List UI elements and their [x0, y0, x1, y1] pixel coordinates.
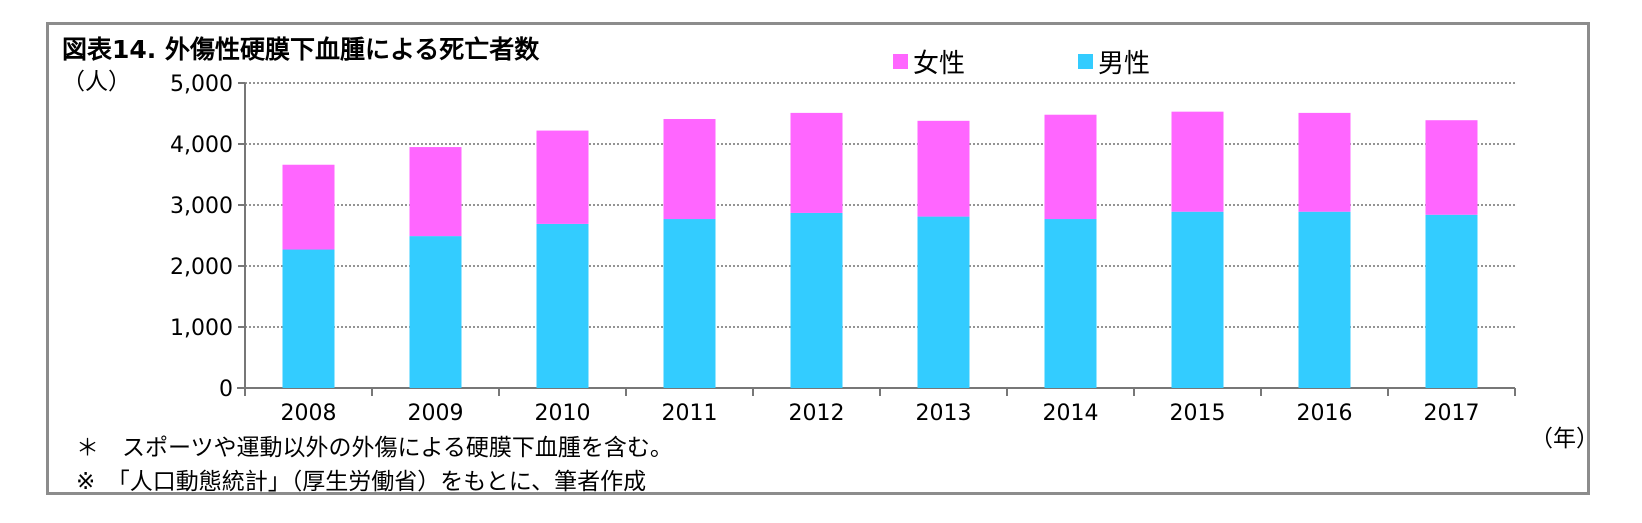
chart-title: 図表14. 外傷性硬膜下血腫による死亡者数: [62, 35, 540, 64]
x-tick-label: 2008: [281, 401, 337, 426]
x-tick-label: 2009: [408, 401, 464, 426]
bar-male-2017: [1425, 214, 1478, 388]
bar-female-2014: [1044, 114, 1097, 220]
bar-male-2010: [536, 223, 589, 388]
footnote-1: ＊ スポーツや運動以外の外傷による硬膜下血腫を含む。: [76, 435, 673, 461]
y-tick-label: 5,000: [170, 72, 233, 97]
bar-female-2015: [1171, 111, 1224, 212]
x-tick-label: 2011: [662, 401, 718, 426]
y-axis-unit: （人）: [62, 69, 131, 95]
bar-male-2015: [1171, 211, 1224, 388]
bar-female-2008: [282, 164, 335, 250]
bar-female-2012: [790, 112, 843, 213]
x-tick-label: 2012: [789, 401, 845, 426]
y-tick-label: 1,000: [170, 316, 233, 341]
bar-male-2012: [790, 212, 843, 388]
bar-male-2014: [1044, 219, 1097, 388]
legend-swatch-female: [893, 54, 908, 69]
legend-label-female: 女性: [913, 49, 966, 79]
bar-female-2016: [1298, 112, 1351, 212]
bar-female-2009: [409, 147, 462, 237]
y-tick-label: 3,000: [170, 194, 233, 219]
bar-female-2011: [663, 118, 716, 220]
x-tick-label: 2016: [1297, 401, 1353, 426]
legend-label-male: 男性: [1098, 49, 1151, 79]
bar-male-2016: [1298, 211, 1351, 388]
y-tick-label: 2,000: [170, 255, 233, 280]
x-tick-label: 2017: [1424, 401, 1480, 426]
x-tick-label: 2014: [1043, 401, 1099, 426]
x-axis-unit: （年）: [1530, 426, 1599, 452]
x-tick-label: 2013: [916, 401, 972, 426]
bar-male-2013: [917, 216, 970, 388]
bar-female-2013: [917, 120, 970, 217]
legend-item-female: 女性: [893, 43, 965, 80]
x-tick-label: 2015: [1170, 401, 1226, 426]
y-tick-label: 0: [219, 377, 233, 402]
bar-female-2010: [536, 130, 589, 224]
bar-female-2017: [1425, 120, 1478, 215]
bar-male-2011: [663, 219, 716, 388]
bar-male-2009: [409, 236, 462, 388]
bar-male-2008: [282, 249, 335, 388]
y-tick-label: 4,000: [170, 133, 233, 158]
legend-swatch-male: [1078, 54, 1093, 69]
footnote-2: ※ 「人口動態統計」（厚生労働省）をもとに、筆者作成: [76, 469, 647, 495]
x-tick-label: 2010: [535, 401, 591, 426]
legend-item-male: 男性: [1078, 43, 1150, 80]
